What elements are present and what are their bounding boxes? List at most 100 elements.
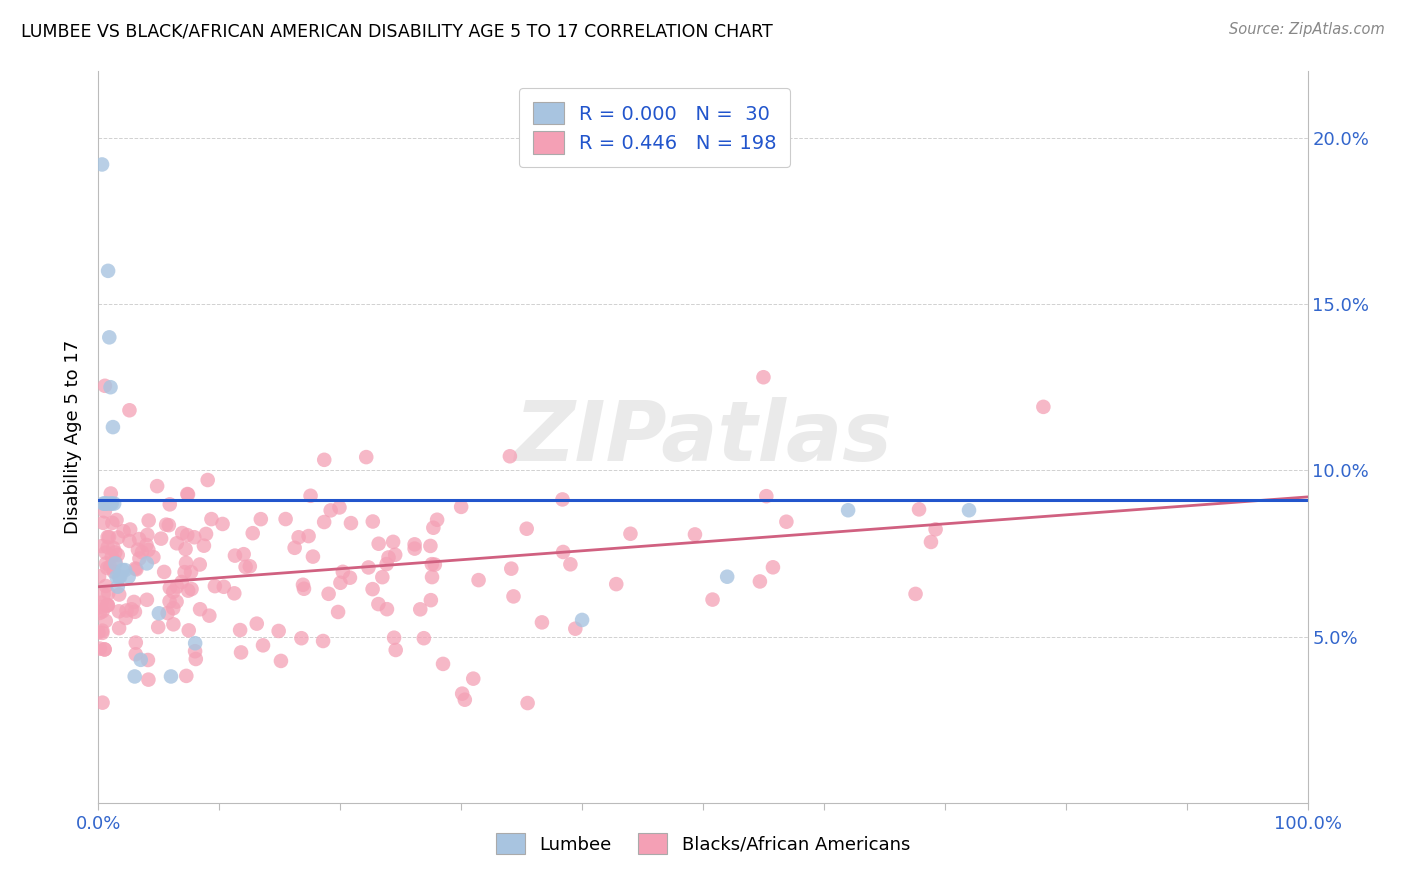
Point [450, 500, 472, 514]
Point [118, 403, 141, 417]
Point [404, 537, 426, 551]
Point [176, 487, 198, 501]
Point [166, 580, 188, 594]
Point [375, 557, 398, 571]
Point [463, 672, 485, 686]
Point [156, 606, 179, 620]
Point [91, 696, 114, 710]
Point [108, 621, 131, 635]
Point [419, 539, 441, 553]
Point [146, 479, 169, 493]
Point [89, 606, 111, 620]
Point [108, 604, 131, 618]
Point [183, 530, 205, 544]
Point [94, 504, 117, 518]
Point [101, 420, 124, 434]
Point [94, 579, 117, 593]
Point [90, 596, 112, 610]
Point [108, 570, 131, 584]
Point [419, 593, 441, 607]
Point [284, 541, 307, 555]
Point [423, 558, 446, 572]
Point [920, 535, 942, 549]
Point [290, 631, 312, 645]
Point [197, 473, 219, 487]
Point [128, 532, 150, 546]
Point [384, 643, 406, 657]
Point [184, 644, 207, 658]
Point [118, 570, 141, 584]
Point [162, 584, 184, 599]
Point [314, 452, 336, 467]
Point [124, 561, 146, 575]
Point [114, 611, 136, 625]
Point [98, 330, 121, 344]
Point [239, 559, 262, 574]
Point [114, 563, 136, 577]
Point [103, 497, 125, 511]
Point [172, 526, 194, 541]
Point [87, 625, 110, 640]
Text: ZIPatlas: ZIPatlas [515, 397, 891, 477]
Point [176, 669, 198, 683]
Point [375, 602, 398, 616]
Point [332, 565, 354, 579]
Point [111, 563, 134, 577]
Point [318, 587, 340, 601]
Point [426, 513, 449, 527]
Point [571, 613, 593, 627]
Point [177, 624, 200, 638]
Point [107, 548, 129, 562]
Point [104, 555, 127, 569]
Point [908, 502, 931, 516]
Point [501, 562, 523, 576]
Point [319, 503, 342, 517]
Point [267, 624, 290, 638]
Point [91, 157, 114, 171]
Point [339, 571, 361, 585]
Point [291, 578, 314, 592]
Point [166, 595, 188, 609]
Point [94, 557, 117, 571]
Point [212, 580, 235, 594]
Point [174, 541, 197, 556]
Point [224, 549, 246, 563]
Point [121, 602, 143, 616]
Point [136, 528, 159, 542]
Point [170, 574, 193, 589]
Point [752, 370, 775, 384]
Point [107, 531, 129, 545]
Point [242, 526, 264, 541]
Point [135, 538, 157, 552]
Point [904, 587, 927, 601]
Point [128, 551, 150, 566]
Point [382, 631, 405, 645]
Point [246, 616, 269, 631]
Point [188, 558, 211, 572]
Point [755, 489, 778, 503]
Point [454, 692, 477, 706]
Point [96, 561, 118, 575]
Point [357, 560, 380, 574]
Point [188, 602, 211, 616]
Point [162, 601, 184, 615]
Point [97, 264, 120, 278]
Point [619, 526, 641, 541]
Point [112, 524, 135, 539]
Point [299, 489, 322, 503]
Point [101, 516, 124, 530]
Point [195, 527, 218, 541]
Point [174, 556, 197, 570]
Point [97, 598, 120, 612]
Point [367, 537, 389, 551]
Point [125, 635, 148, 649]
Point [125, 562, 148, 576]
Point [499, 449, 522, 463]
Point [180, 582, 202, 596]
Point [193, 539, 215, 553]
Point [97, 540, 120, 554]
Point [270, 654, 292, 668]
Point [292, 582, 315, 596]
Point [297, 529, 319, 543]
Point [683, 527, 706, 541]
